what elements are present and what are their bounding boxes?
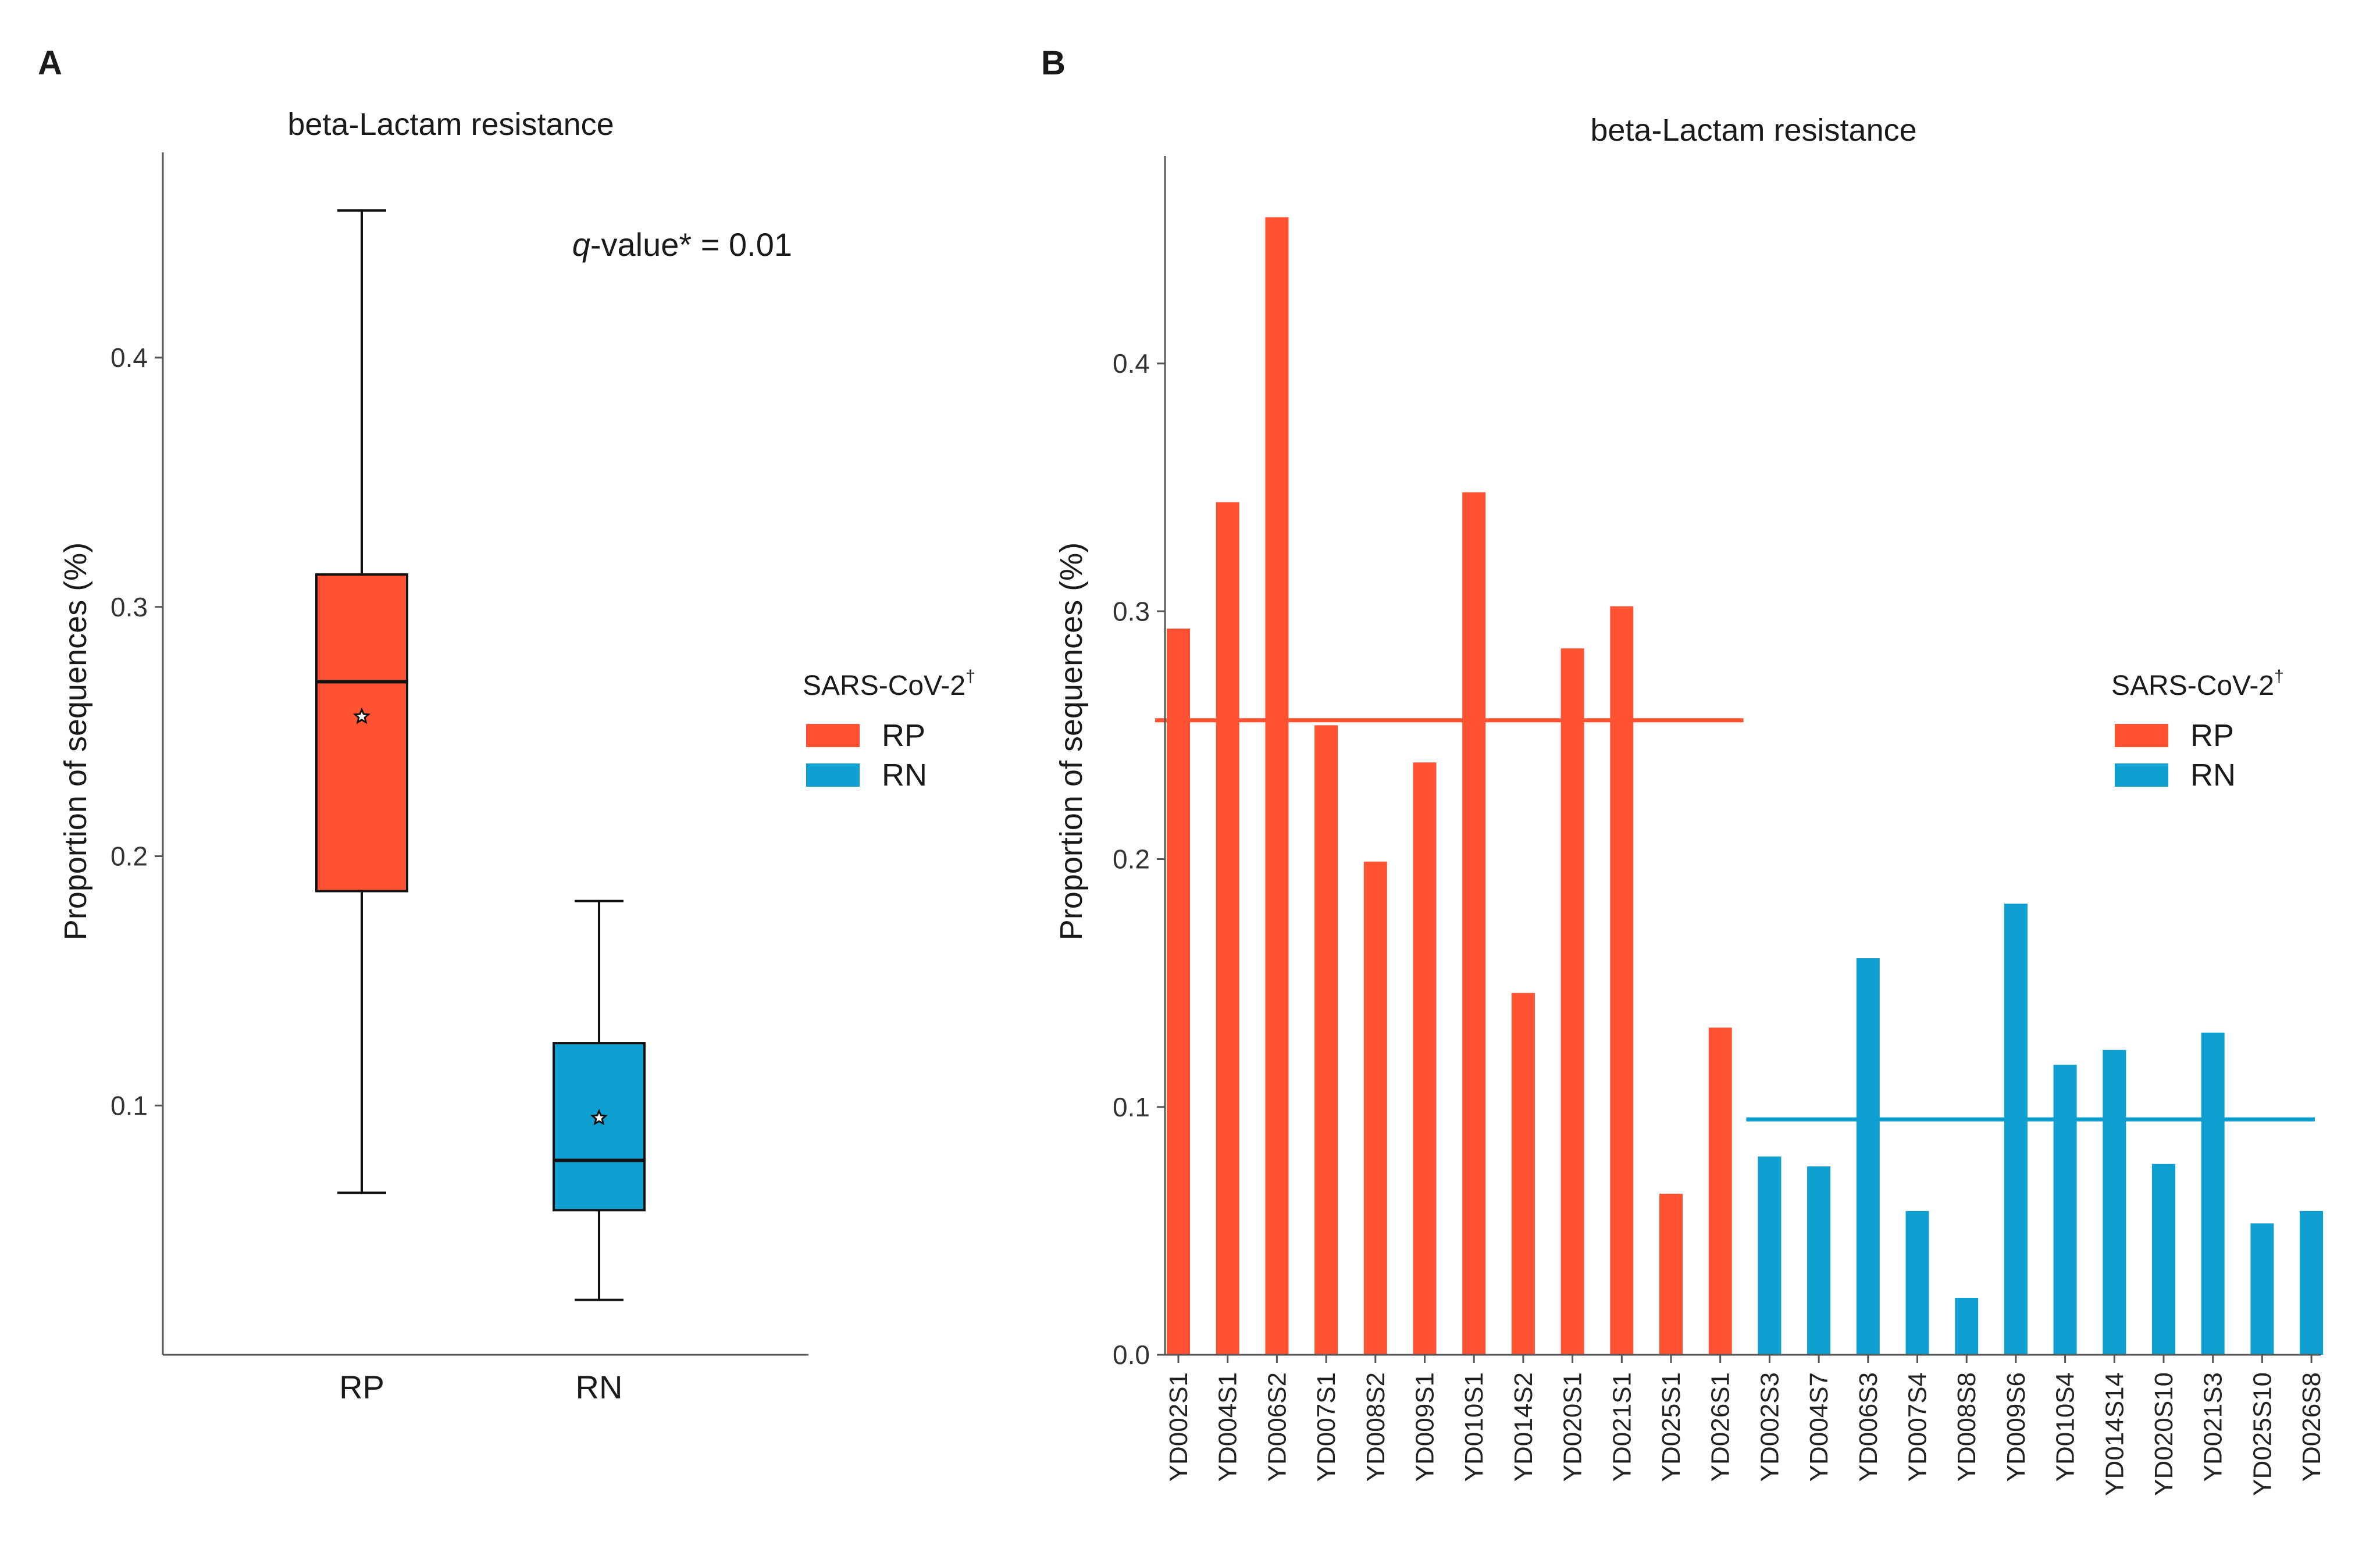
bar-yd006s2 [1265, 217, 1289, 1355]
legend-title-sup: † [2274, 667, 2284, 686]
x-tick-label: YD002S1 [1164, 1372, 1193, 1482]
box-iqr [315, 573, 408, 893]
x-tick-label: YD026S8 [2297, 1372, 2326, 1482]
boxplot-group [315, 209, 646, 1301]
x-tick-label: YD008S2 [1362, 1372, 1390, 1482]
bar-yd026s8 [2300, 1211, 2324, 1355]
bar-yd004s7 [1807, 1166, 1831, 1355]
legend-title: SARS-CoV-2† [2111, 667, 2284, 701]
mean-marker [352, 707, 371, 724]
bar-yd007s4 [1905, 1211, 1929, 1355]
box-rn [553, 900, 646, 1301]
legend-label-rn: RN [2190, 758, 2236, 793]
panel-b-axes: 0.0 0.1 0.2 0.3 0.4 [1113, 156, 2321, 1370]
q-value-rest: -value* = 0.01 [590, 226, 792, 263]
x-tick-label-rp: RP [339, 1369, 384, 1405]
panel-label-b: B [1041, 44, 1066, 82]
bar-yd002s3 [1758, 1157, 1782, 1355]
x-tick-label: YD025S1 [1657, 1372, 1686, 1482]
y-tick-label: 0.4 [111, 342, 148, 373]
y-tick-label: 0.1 [1113, 1092, 1150, 1122]
x-tick-label: YD007S4 [1904, 1372, 1932, 1482]
y-tick-label: 0.3 [1113, 596, 1150, 626]
mean-marker [590, 1108, 608, 1126]
panel-b-ylabel: Proportion of sequences (%) [1054, 542, 1089, 940]
x-tick-label: YD006S2 [1263, 1372, 1291, 1482]
x-tick-label: YD021S3 [2199, 1372, 2228, 1482]
box-rp [315, 209, 408, 1194]
bar-yd008s8 [1955, 1297, 1979, 1355]
mean-lines [1155, 718, 2315, 1122]
x-tick-label: YD020S1 [1559, 1372, 1587, 1482]
bar-yd002s1 [1167, 629, 1190, 1355]
legend-label-rp: RP [882, 718, 925, 753]
legend-swatch-rp [2115, 724, 2168, 747]
panel-a-boxplot: beta-Lactam resistance Proportion of seq… [58, 107, 975, 1405]
x-tick-label: YD004S1 [1214, 1372, 1242, 1482]
legend-title-sup: † [965, 667, 975, 686]
legend-swatch-rn [806, 763, 860, 787]
x-tick-label: YD009S6 [2002, 1372, 2030, 1482]
y-tick-label: 0.4 [1113, 348, 1150, 379]
bar-yd025s10 [2250, 1223, 2274, 1355]
x-tick-label: YD021S1 [1608, 1372, 1636, 1482]
panel-a-axes: 0.1 0.2 0.3 0.4 RP RN [111, 152, 808, 1405]
x-tick-label: YD009S1 [1411, 1372, 1440, 1482]
y-tick-label: 0.2 [1113, 844, 1150, 875]
bar-yd010s1 [1462, 492, 1486, 1355]
panel-a-title: beta-Lactam resistance [287, 107, 614, 142]
y-tick-label: 0.1 [111, 1090, 148, 1120]
x-tick-label: YD007S1 [1312, 1372, 1341, 1482]
bar-yd008s2 [1363, 861, 1387, 1355]
panel-label-a: A [38, 44, 62, 82]
bar-yd025s1 [1659, 1193, 1683, 1355]
panel-b-legend: SARS-CoV-2† RP RN [2111, 667, 2284, 793]
x-tick-label: YD020S10 [2150, 1372, 2178, 1496]
legend-title-text: SARS-CoV-2 [803, 670, 965, 701]
q-value-annotation: q-value* = 0.01 [572, 226, 792, 263]
x-tick-label: YD025S10 [2248, 1372, 2276, 1496]
x-tick-label: YD008S8 [1953, 1372, 1981, 1482]
bar-yd026s1 [1708, 1027, 1732, 1355]
legend-label-rp: RP [2190, 718, 2234, 753]
x-tick-label: YD014S2 [1509, 1372, 1538, 1482]
x-tick-label: YD010S1 [1460, 1372, 1488, 1482]
x-tick-label: YD006S3 [1854, 1372, 1883, 1482]
legend-title: SARS-CoV-2† [803, 667, 975, 701]
panel-b-x-tick-labels: YD002S1 YD004S1 YD006S2 YD007S1 YD008S2 YD009… [1164, 1372, 2326, 1496]
bar-yd006s3 [1856, 958, 1880, 1355]
y-tick-label: 0.2 [111, 841, 148, 872]
bar-yd021s3 [2201, 1032, 2225, 1355]
y-tick-label: 0.3 [111, 592, 148, 622]
bar-yd021s1 [1610, 606, 1634, 1355]
legend-title-text: SARS-CoV-2 [2111, 670, 2274, 701]
q-value-italic: q [572, 226, 590, 263]
panel-b-title: beta-Lactam resistance [1590, 113, 1916, 148]
panel-a-ylabel: Proportion of sequences (%) [58, 542, 93, 940]
x-tick-label: YD026S1 [1706, 1372, 1735, 1482]
bar-yd009s6 [2004, 904, 2028, 1355]
bar-yd020s1 [1560, 648, 1584, 1355]
bar-group [1167, 217, 2324, 1355]
bar-yd004s1 [1216, 502, 1239, 1355]
bar-yd014s14 [2103, 1050, 2126, 1355]
box-iqr [553, 1042, 646, 1212]
panel-a-legend: SARS-CoV-2† RP RN [803, 667, 975, 793]
legend-swatch-rn [2115, 763, 2168, 787]
x-tick-label-rn: RN [576, 1369, 623, 1405]
x-tick-label: YD014S14 [2100, 1372, 2129, 1496]
legend-swatch-rp [806, 724, 860, 747]
bar-yd009s1 [1413, 762, 1437, 1355]
bar-yd020s10 [2152, 1163, 2175, 1355]
y-tick-label: 0.0 [1113, 1340, 1150, 1370]
bar-yd014s2 [1511, 993, 1535, 1355]
x-tick-label: YD002S3 [1755, 1372, 1784, 1482]
legend-label-rn: RN [882, 758, 927, 793]
bar-yd007s1 [1314, 725, 1338, 1355]
panel-b-barchart: beta-Lactam resistance Proportion of seq… [1054, 113, 2326, 1496]
bar-yd010s4 [2053, 1065, 2077, 1355]
x-tick-label: YD004S7 [1805, 1372, 1833, 1482]
x-tick-label: YD010S4 [2051, 1372, 2080, 1482]
